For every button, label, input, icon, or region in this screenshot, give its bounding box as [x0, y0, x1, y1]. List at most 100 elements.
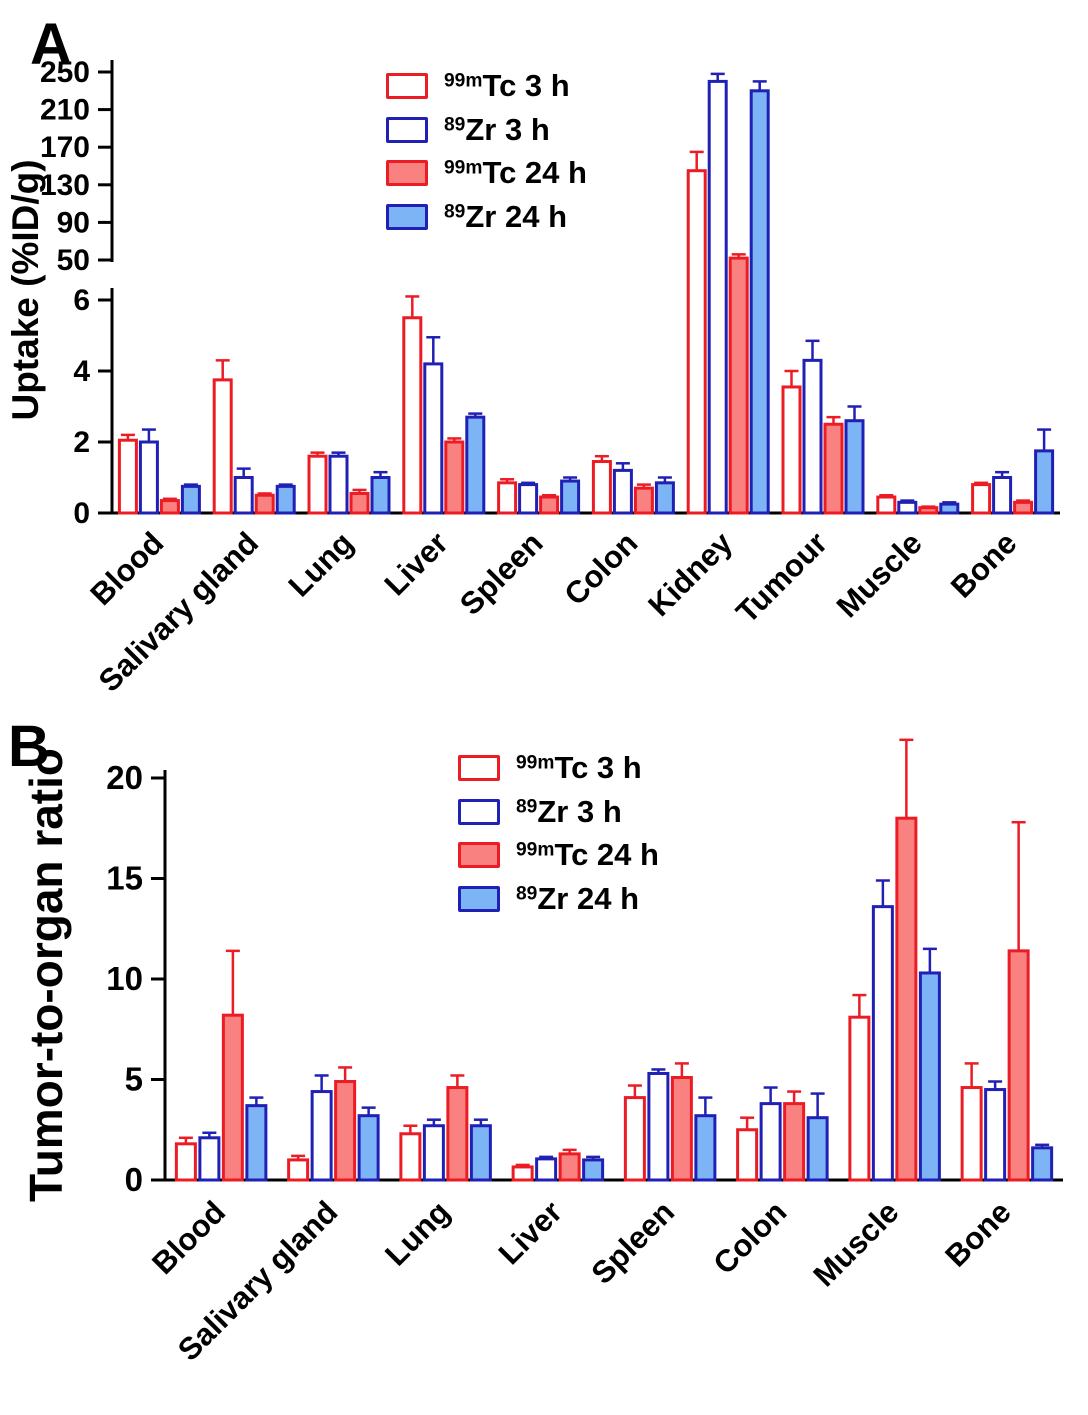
- legend-entry-tc3h: 99mTc 3 h: [458, 751, 659, 785]
- bar-89Zr-3-h-Muscle: [897, 500, 918, 515]
- y-tick-label: 50: [57, 244, 90, 277]
- bar-99mTc-3-h-Blood: [117, 438, 138, 515]
- bar-89Zr-24-h-Spleen: [560, 479, 581, 515]
- legend-b: 99mTc 3 h 89Zr 3 h 99mTc 24 h 89Zr 24 h: [458, 751, 659, 916]
- x-category-label: Tumour: [729, 525, 834, 630]
- bar-99mTc-3-h-Bone: [960, 1086, 983, 1182]
- y-axis-title: Tumor-to-organ ratio: [20, 748, 72, 1202]
- bar-89Zr-24-h-Kidney: [749, 89, 770, 515]
- bar-89Zr-3-h-Spleen: [518, 483, 539, 515]
- bar-89Zr-24-h-Muscle: [939, 502, 960, 515]
- bar-89Zr-3-h-Spleen: [647, 1071, 670, 1182]
- y-tick-label: 5: [125, 1061, 143, 1098]
- bar-99mTc-3-h-Colon: [591, 460, 612, 515]
- bar-89Zr-3-h-Liver: [423, 362, 444, 515]
- bar-99mTc-3-h-Spleen: [623, 1096, 646, 1182]
- legend-label-zr24h: 89Zr 24 h: [516, 880, 640, 916]
- bar-99mTc-3-h-Spleen: [497, 481, 518, 515]
- legend-label-tc24h: 99mTc 24 h: [444, 155, 587, 191]
- bar-99mTc-3-h-Liver: [511, 1165, 534, 1182]
- bar-99mTc-24-h-Colon: [783, 1102, 806, 1182]
- legend-entry-tc24h: 99mTc 24 h: [458, 838, 659, 872]
- legend-swatch-zr24h: [458, 885, 500, 912]
- bar-89Zr-24-h-Muscle: [918, 971, 941, 1182]
- bar-99mTc-24-h-Liver: [444, 440, 465, 515]
- legend-label-zr3h: 89Zr 3 h: [444, 111, 550, 147]
- y-tick-label: 10: [106, 960, 143, 997]
- bar-89Zr-24-h-Blood: [180, 484, 201, 515]
- bar-89Zr-24-h-Bone: [1031, 1146, 1054, 1182]
- bar-89Zr-3-h-Lung: [422, 1124, 445, 1182]
- bar-99mTc-24-h-Liver: [558, 1152, 581, 1182]
- bar-99mTc-3-h-Colon: [736, 1128, 759, 1182]
- bar-89Zr-24-h-Lung: [370, 476, 391, 515]
- bar-99mTc-3-h-Bone: [971, 483, 992, 515]
- y-tick-label: 0: [73, 497, 90, 530]
- x-category-label: Muscle: [830, 525, 929, 624]
- bar-99mTc-24-h-Colon: [633, 486, 654, 515]
- legend-entry-zr3h: 89Zr 3 h: [386, 111, 587, 147]
- x-category-label: Lung: [378, 1194, 456, 1272]
- bar-99mTc-3-h-Salivary-gland: [287, 1158, 310, 1182]
- bar-89Zr-24-h-Salivary-gland: [275, 484, 296, 515]
- bar-89Zr-3-h-Bone: [984, 1088, 1007, 1182]
- bar-89Zr-24-h-Bone: [1034, 449, 1055, 515]
- bar-99mTc-24-h-Spleen: [670, 1075, 693, 1182]
- bar-99mTc-3-h-Lung: [399, 1132, 422, 1182]
- bar-99mTc-3-h-Blood: [174, 1142, 197, 1182]
- legend-entry-zr24h: 89Zr 24 h: [458, 880, 659, 916]
- bar-99mTc-24-h-Lung: [349, 491, 370, 515]
- bar-89Zr-24-h-Spleen: [694, 1114, 717, 1182]
- bar-99mTc-3-h-Kidney: [686, 169, 707, 515]
- bar-99mTc-3-h-Muscle: [848, 1015, 871, 1182]
- bar-89Zr-24-h-Tumour: [844, 419, 865, 515]
- bar-99mTc-24-h-Bone: [1007, 949, 1030, 1182]
- bar-99mTc-24-h-Blood: [159, 499, 180, 515]
- legend-entry-tc24h: 99mTc 24 h: [386, 155, 587, 191]
- x-category-label: Muscle: [807, 1194, 906, 1293]
- x-category-label: Bone: [938, 1194, 1018, 1274]
- legend-entry-zr24h: 89Zr 24 h: [386, 198, 587, 234]
- bar-99mTc-24-h-Blood: [221, 1013, 244, 1182]
- bar-99mTc-3-h-Salivary-gland: [212, 378, 233, 515]
- legend-entry-zr3h: 89Zr 3 h: [458, 795, 659, 829]
- x-category-label: Colon: [558, 525, 645, 612]
- y-tick-label: 250: [40, 56, 90, 89]
- y-tick-label: 130: [40, 169, 90, 202]
- legend-label-tc3h: 99mTc 3 h: [444, 68, 570, 103]
- bar-99mTc-24-h-Bone: [1013, 500, 1034, 515]
- bar-89Zr-3-h-Salivary-gland: [233, 476, 254, 515]
- bar-99mTc-24-h-Salivary-gland: [334, 1080, 357, 1182]
- x-category-label: Liver: [378, 525, 455, 602]
- legend-swatch-zr24h: [386, 203, 428, 230]
- bar-89Zr-24-h-Liver: [582, 1158, 605, 1182]
- legend-swatch-zr3h: [386, 116, 428, 143]
- x-category-label: Kidney: [641, 525, 739, 623]
- bar-99mTc-24-h-Kidney: [728, 256, 749, 515]
- bar-89Zr-3-h-Colon: [612, 468, 633, 515]
- panel-a-letter: A: [30, 12, 72, 77]
- bar-89Zr-3-h-Tumour: [802, 358, 823, 515]
- legend-entry-tc3h: 99mTc 3 h: [386, 68, 587, 103]
- legend-swatch-tc24h: [458, 842, 500, 869]
- panel-b: B 0 5 10 15 20 Blood Salivary gland Lung Liver Sp…: [0, 710, 1088, 1415]
- bar-99mTc-24-h-Muscle: [918, 506, 939, 515]
- bar-99mTc-3-h-Tumour: [781, 385, 802, 515]
- bar-89Zr-3-h-Liver: [535, 1157, 558, 1182]
- y-tick-label: 4: [73, 355, 90, 388]
- x-category-label: Lung: [282, 525, 360, 603]
- y-axis-title: Uptake (%ID/g): [5, 159, 46, 420]
- legend-label-zr24h: 89Zr 24 h: [444, 198, 568, 234]
- bar-89Zr-3-h-Muscle: [871, 905, 894, 1182]
- x-category-label: Blood: [145, 1194, 232, 1281]
- bar-99mTc-3-h-Lung: [307, 454, 328, 515]
- y-tick-label: 90: [57, 206, 90, 239]
- bar-99mTc-24-h-Lung: [446, 1086, 469, 1182]
- x-category-label: Colon: [706, 1194, 793, 1281]
- bar-89Zr-24-h-Salivary-gland: [357, 1114, 380, 1182]
- panel-b-letter: B: [8, 714, 50, 779]
- x-category-label: Spleen: [584, 1194, 681, 1291]
- x-category-label: Blood: [84, 525, 171, 612]
